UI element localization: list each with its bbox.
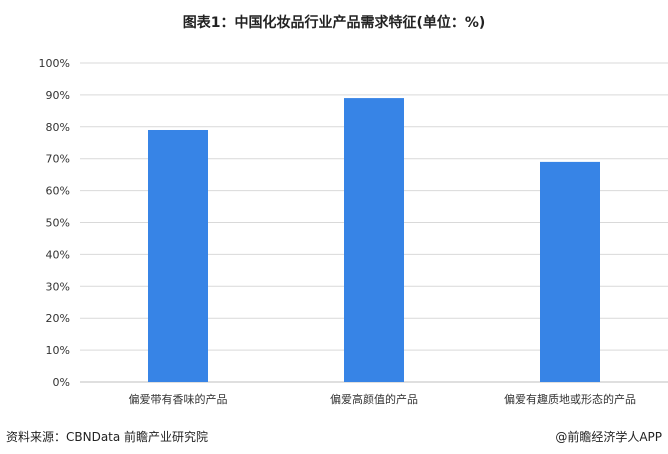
y-tick-label: 80%: [46, 121, 70, 134]
y-tick-label: 100%: [39, 57, 70, 70]
bar: [148, 129, 208, 382]
y-tick-label: 10%: [46, 344, 70, 357]
y-tick-label: 40%: [46, 248, 70, 261]
y-tick-label: 60%: [46, 185, 70, 198]
y-tick-label: 20%: [46, 312, 70, 325]
x-tick-label: 偏爱带有香味的产品: [129, 392, 228, 406]
credit-note: @前瞻经济学人APP: [555, 430, 662, 444]
bar: [540, 161, 600, 382]
y-tick-label: 50%: [46, 217, 70, 230]
x-tick-label: 偏爱有趣质地或形态的产品: [504, 392, 636, 406]
source-note: 资料来源：CBNData 前瞻产业研究院: [6, 430, 209, 444]
y-tick-label: 30%: [46, 280, 70, 293]
y-tick-label: 90%: [46, 89, 70, 102]
x-tick-label: 偏爱高颜值的产品: [330, 392, 418, 406]
y-tick-label: 0%: [53, 376, 70, 389]
bar: [344, 98, 404, 382]
y-tick-label: 70%: [46, 153, 70, 166]
chart-title: 图表1：中国化妆品行业产品需求特征(单位：%): [182, 15, 486, 31]
